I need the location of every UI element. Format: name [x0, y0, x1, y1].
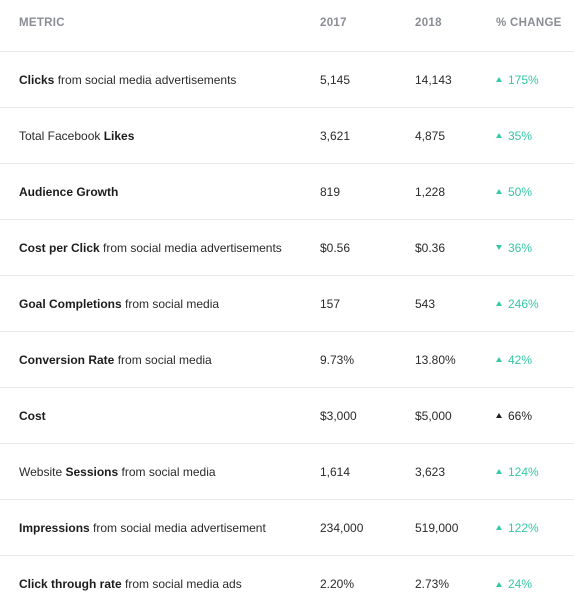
table-header-row: METRIC 2017 2018 % CHANGE — [0, 0, 574, 52]
value-2018: 4,875 — [415, 128, 446, 143]
metric-name: Total Facebook Likes — [19, 108, 134, 163]
value-2018: 1,228 — [415, 184, 446, 199]
metric-name: Website Sessions from social media — [19, 444, 216, 499]
triangle-up-icon — [496, 133, 502, 138]
percent-change-value: 66% — [508, 408, 533, 423]
percent-change-value: 124% — [508, 464, 539, 479]
metric-name-suffix: from social media advertisement — [89, 520, 266, 535]
percent-change: 35% — [496, 108, 532, 163]
percent-change-value: 246% — [508, 296, 539, 311]
value-2018: 2.73% — [415, 577, 450, 591]
percent-change: 66% — [496, 388, 532, 443]
percent-change: 124% — [496, 444, 539, 499]
triangle-up-icon — [496, 189, 502, 194]
table-row: Audience Growth 819 1,228 50% — [0, 164, 574, 220]
percent-change-value: 36% — [508, 240, 533, 255]
value-2018: $0.36 — [415, 240, 446, 255]
table-body: Clicks from social media advertisements 5… — [0, 52, 574, 612]
table-row: Cost per Click from social media adverti… — [0, 220, 574, 276]
value-2018: 14,143 — [415, 72, 452, 87]
percent-change: 50% — [496, 164, 532, 219]
metric-name: Cost per Click from social media adverti… — [19, 220, 282, 275]
percent-change: 246% — [496, 276, 539, 331]
triangle-down-icon — [496, 245, 502, 250]
percent-change: 175% — [496, 52, 539, 107]
value-2017: 3,621 — [320, 128, 351, 143]
table-row: Clicks from social media advertisements 5… — [0, 52, 574, 108]
percent-change: 42% — [496, 332, 532, 387]
metric-name-prefix: Total Facebook — [19, 128, 104, 143]
metric-name-emphasis: Impressions — [19, 520, 90, 535]
percent-change: 24% — [496, 556, 532, 612]
percent-change-value: 50% — [508, 184, 533, 199]
metric-name-suffix: from social media — [118, 464, 216, 479]
triangle-up-icon — [496, 581, 502, 587]
value-2017: 5,145 — [320, 72, 351, 87]
column-header-metric: METRIC — [19, 17, 65, 29]
value-2018: 13.80% — [415, 352, 456, 367]
metric-name: Conversion Rate from social media — [19, 332, 212, 387]
table-row: Impressions from social media advertisem… — [0, 500, 574, 556]
metric-name: Goal Completions from social media — [19, 276, 219, 331]
metric-name-suffix: from social media — [114, 352, 212, 367]
percent-change-value: 175% — [508, 72, 539, 87]
metric-name-prefix: Website — [19, 464, 66, 479]
triangle-up-icon — [496, 413, 502, 418]
value-2018: 519,000 — [415, 520, 459, 535]
value-2017: 819 — [320, 184, 341, 199]
metric-name-suffix: from social media — [121, 296, 220, 311]
percent-change: 122% — [496, 500, 539, 555]
metric-name-emphasis: Click through rate — [19, 577, 122, 591]
value-2018: $5,000 — [415, 408, 452, 423]
value-2018: 543 — [415, 296, 436, 311]
value-2018: 3,623 — [415, 464, 446, 479]
column-header-2018: 2018 — [415, 17, 442, 29]
table-row: Click through rate from social media ads… — [0, 556, 574, 612]
metric-name: Audience Growth — [19, 164, 118, 219]
percent-change-value: 35% — [508, 128, 533, 143]
percent-change-value: 122% — [508, 520, 539, 535]
value-2017: 157 — [320, 296, 341, 311]
triangle-up-icon — [496, 525, 502, 530]
metric-name-emphasis: Conversion Rate — [19, 352, 115, 367]
table-row: Total Facebook Likes 3,621 4,875 35% — [0, 108, 574, 164]
metric-name: Cost — [19, 388, 46, 443]
triangle-up-icon — [496, 357, 502, 362]
table-row: Goal Completions from social media 157 543… — [0, 276, 574, 332]
metric-name-suffix: from social media ads — [121, 577, 242, 591]
metric-name-emphasis: Audience Growth — [19, 184, 119, 199]
metric-name-suffix: from social media advertisements — [99, 240, 282, 255]
metric-name-emphasis: Cost — [19, 408, 46, 423]
triangle-up-icon — [496, 301, 502, 306]
metric-name-suffix: from social media advertisements — [54, 72, 237, 87]
value-2017: 1,614 — [320, 464, 351, 479]
percent-change-value: 42% — [508, 352, 533, 367]
value-2017: $3,000 — [320, 408, 357, 423]
metric-name: Clicks from social media advertisements — [19, 52, 236, 107]
metric-name-emphasis: Sessions — [65, 464, 119, 479]
metric-name-emphasis: Likes — [103, 128, 135, 143]
value-2017: 9.73% — [320, 352, 355, 367]
value-2017: 2.20% — [320, 577, 355, 591]
triangle-up-icon — [496, 469, 502, 474]
metric-name: Impressions from social media advertisem… — [19, 500, 266, 555]
table-row: Cost $3,000 $5,000 66% — [0, 388, 574, 444]
metric-name-emphasis: Goal Completions — [19, 296, 122, 311]
column-header-2017: 2017 — [320, 17, 347, 29]
metric-name-emphasis: Cost per Click — [19, 240, 100, 255]
metric-name: Click through rate from social media ads — [19, 556, 242, 612]
table-row: Conversion Rate from social media 9.73% 13… — [0, 332, 574, 388]
value-2017: $0.56 — [320, 240, 351, 255]
column-header-percent-change: % CHANGE — [496, 17, 562, 29]
value-2017: 234,000 — [320, 520, 364, 535]
percent-change: 36% — [496, 220, 532, 275]
metric-name-emphasis: Clicks — [19, 72, 55, 87]
table-row: Website Sessions from social media 1,614 3… — [0, 444, 574, 500]
percent-change-value: 24% — [508, 577, 533, 591]
triangle-up-icon — [496, 77, 502, 82]
